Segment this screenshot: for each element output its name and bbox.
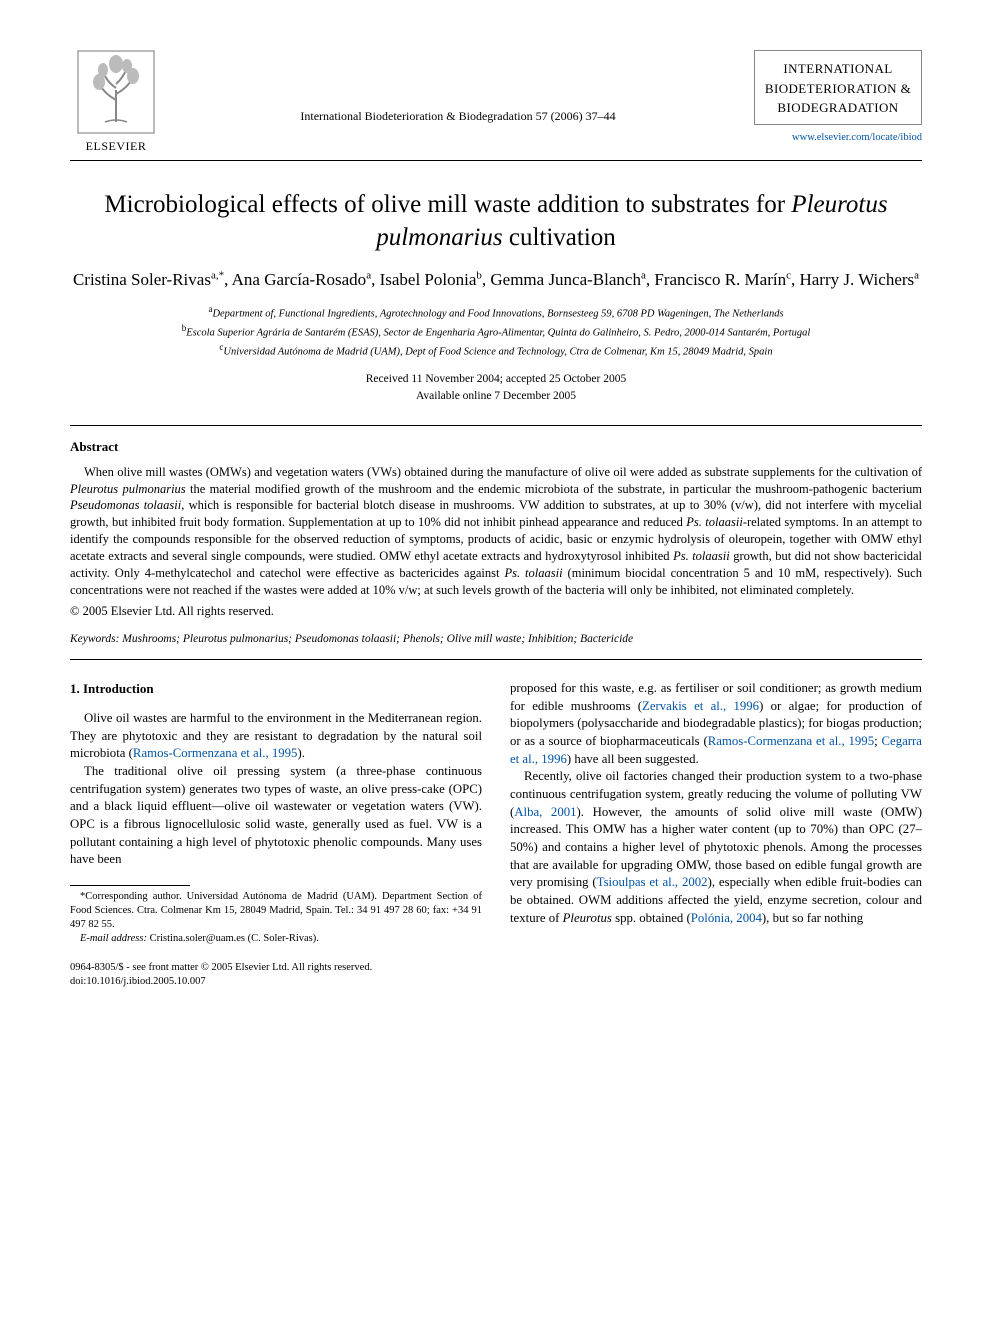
- affiliation-b: bEscola Superior Agrária de Santarém (ES…: [70, 322, 922, 341]
- affiliation-a: aDepartment of, Functional Ingredients, …: [70, 303, 922, 322]
- abstract-heading: Abstract: [70, 438, 922, 456]
- authors-line: Cristina Soler-Rivasa,*, Ana García-Rosa…: [70, 268, 922, 293]
- header-rule: [70, 160, 922, 161]
- body-text: The traditional olive oil pressing syste…: [70, 764, 482, 866]
- author-affiliation-marker: a: [914, 270, 919, 282]
- elsevier-tree-icon: [77, 50, 155, 134]
- body-text: spp. obtained (: [612, 911, 691, 925]
- page-header: ELSEVIER International Biodeterioration …: [70, 50, 922, 154]
- publisher-block: ELSEVIER: [70, 50, 162, 154]
- introduction-heading: 1. Introduction: [70, 680, 482, 698]
- citation-link[interactable]: Zervakis et al., 1996: [642, 699, 759, 713]
- body-paragraph: The traditional olive oil pressing syste…: [70, 763, 482, 869]
- author-affiliation-marker: a,*: [211, 270, 224, 282]
- species-name: Pleurotus pulmonarius: [70, 482, 186, 496]
- article-dates: Received 11 November 2004; accepted 25 O…: [70, 371, 922, 406]
- body-paragraph: Recently, olive oil factories changed th…: [510, 768, 922, 927]
- author: Isabel Poloniab: [380, 270, 482, 289]
- affiliations: aDepartment of, Functional Ingredients, …: [70, 303, 922, 361]
- affiliation-b-text: Escola Superior Agrária de Santarém (ESA…: [186, 328, 810, 339]
- keywords-text: Mushrooms; Pleurotus pulmonarius; Pseudo…: [119, 633, 633, 645]
- body-paragraph: proposed for this waste, e.g. as fertili…: [510, 680, 922, 768]
- journal-link[interactable]: www.elsevier.com/locate/ibiod: [754, 131, 922, 145]
- abstract-body: When olive mill wastes (OMWs) and vegeta…: [70, 464, 922, 620]
- left-column: 1. Introduction Olive oil wastes are har…: [70, 680, 482, 989]
- right-paragraphs: proposed for this waste, e.g. as fertili…: [510, 680, 922, 927]
- species-name: Ps. tolaasii: [673, 549, 730, 563]
- corresponding-author-note: *Corresponding author. Universidad Autón…: [70, 890, 482, 933]
- body-columns: 1. Introduction Olive oil wastes are har…: [70, 680, 922, 989]
- issn-line: 0964-8305/$ - see front matter © 2005 El…: [70, 961, 482, 975]
- author: Harry J. Wichersa: [799, 270, 919, 289]
- bottom-meta: 0964-8305/$ - see front matter © 2005 El…: [70, 961, 482, 989]
- author-affiliation-marker: a: [366, 270, 371, 282]
- citation-link[interactable]: Tsioulpas et al., 2002: [597, 875, 708, 889]
- journal-title-line-3: BIODEGRADATION: [761, 98, 915, 118]
- affiliation-c: cUniversidad Autónoma de Madrid (UAM), D…: [70, 341, 922, 360]
- species-name: Ps. tolaasii: [504, 566, 562, 580]
- received-accepted: Received 11 November 2004; accepted 25 O…: [70, 371, 922, 388]
- abstract-top-rule: [70, 425, 922, 426]
- citation-link[interactable]: Alba, 2001: [514, 805, 576, 819]
- body-text: ), but so far nothing: [762, 911, 863, 925]
- journal-title-box: INTERNATIONAL BIODETERIORATION & BIODEGR…: [754, 50, 922, 125]
- footnote-rule: [70, 885, 190, 886]
- journal-title-line-1: INTERNATIONAL: [761, 59, 915, 79]
- journal-reference: International Biodeterioration & Biodegr…: [162, 50, 754, 124]
- citation-link[interactable]: Polónia, 2004: [691, 911, 762, 925]
- footnotes: *Corresponding author. Universidad Autón…: [70, 890, 482, 947]
- abstract-text: When olive mill wastes (OMWs) and vegeta…: [84, 465, 922, 479]
- title-post: cultivation: [503, 224, 616, 251]
- author: Ana García-Rosadoa: [232, 270, 371, 289]
- keywords-label: Keywords:: [70, 633, 119, 645]
- journal-title-line-2: BIODETERIORATION &: [761, 79, 915, 99]
- author: Gemma Junca-Blancha: [490, 270, 645, 289]
- affiliation-a-text: Department of, Functional Ingredients, A…: [212, 308, 783, 319]
- title-pre: Microbiological effects of olive mill wa…: [104, 191, 791, 218]
- keywords-line: Keywords: Mushrooms; Pleurotus pulmonari…: [70, 632, 922, 648]
- article-title: Microbiological effects of olive mill wa…: [70, 189, 922, 254]
- email-address[interactable]: Cristina.soler@uam.es (C. Soler-Rivas).: [150, 933, 319, 944]
- abstract-text: the material modified growth of the mush…: [186, 482, 922, 496]
- affiliation-c-text: Universidad Autónoma de Madrid (UAM), De…: [223, 347, 772, 358]
- author-affiliation-marker: b: [476, 270, 482, 282]
- email-label: E-mail address:: [80, 933, 147, 944]
- citation-link[interactable]: Ramos-Cormenzana et al., 1995: [133, 746, 298, 760]
- body-paragraph: Olive oil wastes are harmful to the envi…: [70, 710, 482, 763]
- right-column: proposed for this waste, e.g. as fertili…: [510, 680, 922, 989]
- author-affiliation-marker: a: [641, 270, 646, 282]
- abstract-copyright: © 2005 Elsevier Ltd. All rights reserved…: [70, 603, 922, 620]
- available-online: Available online 7 December 2005: [70, 388, 922, 405]
- abstract-paragraph: When olive mill wastes (OMWs) and vegeta…: [70, 464, 922, 599]
- author: Cristina Soler-Rivasa,*: [73, 270, 224, 289]
- body-text: ).: [297, 746, 304, 760]
- species-name: Pleurotus: [563, 911, 612, 925]
- species-name: Pseudomonas tolaasii: [70, 498, 181, 512]
- citation-link[interactable]: Ramos-Cormenzana et al., 1995: [708, 734, 874, 748]
- abstract-bottom-rule: [70, 659, 922, 660]
- species-name: Ps. tolaasii: [686, 515, 743, 529]
- publisher-label: ELSEVIER: [86, 138, 147, 154]
- author-affiliation-marker: c: [786, 270, 791, 282]
- email-note: E-mail address: Cristina.soler@uam.es (C…: [70, 932, 482, 946]
- journal-box-wrapper: INTERNATIONAL BIODETERIORATION & BIODEGR…: [754, 50, 922, 145]
- doi-line: doi:10.1016/j.ibiod.2005.10.007: [70, 975, 482, 989]
- left-paragraphs: Olive oil wastes are harmful to the envi…: [70, 710, 482, 869]
- body-text: ) have all been suggested.: [567, 752, 699, 766]
- author: Francisco R. Marínc: [654, 270, 791, 289]
